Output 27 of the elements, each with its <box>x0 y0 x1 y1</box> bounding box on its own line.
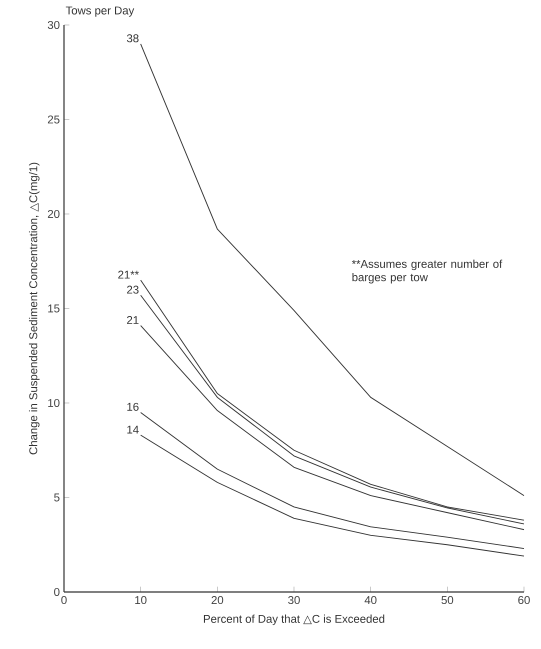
series-label: 21 <box>127 316 139 324</box>
y-tick-label: 30 <box>48 20 60 30</box>
series-label: 16 <box>127 402 139 411</box>
y-tick-label: 10 <box>48 398 60 407</box>
x-tick-label: 30 <box>288 596 300 604</box>
x-tick-label: 0 <box>61 596 67 604</box>
x-tick-label: 40 <box>364 596 377 604</box>
line-series <box>140 325 524 530</box>
line-series <box>140 412 524 549</box>
series-label: 23 <box>127 286 139 294</box>
x-tick-label: 10 <box>135 596 147 604</box>
series-label: 14 <box>127 426 139 434</box>
y-tick-label: 25 <box>48 115 60 124</box>
x-tick-label: 60 <box>518 596 530 604</box>
annotation: **Assumes greater number of barges per tow <box>352 260 502 284</box>
series-label: 21** <box>118 270 139 279</box>
x-axis-title: Percent of Day that △C is Exceeded <box>204 614 384 626</box>
y-tick-label: 0 <box>54 588 60 596</box>
y-axis-title: Change in Suspended Sediment Concentration, △C(mg/1) <box>28 162 40 454</box>
legend-title: Tows per Day <box>66 6 134 17</box>
x-tick-label: 50 <box>441 596 454 604</box>
x-tick-label: 20 <box>212 596 224 604</box>
line-series <box>140 434 524 557</box>
y-tick-label: 20 <box>48 210 60 218</box>
y-tick-label: 15 <box>48 304 60 312</box>
series-label: 38 <box>126 34 139 42</box>
y-tick-label: 5 <box>54 494 60 502</box>
